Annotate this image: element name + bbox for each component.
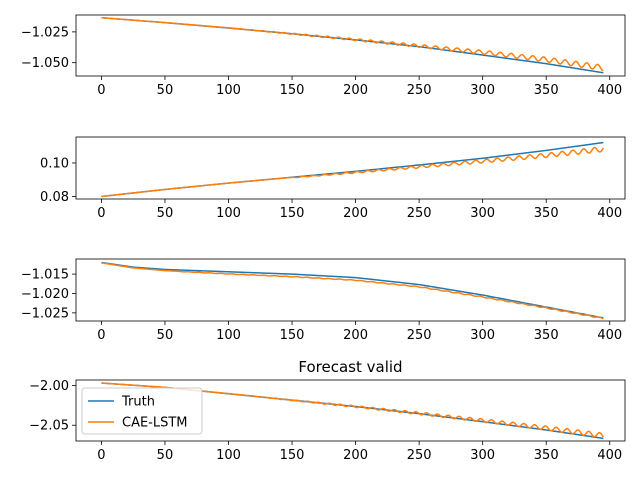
x-tick-label: 200 xyxy=(343,83,368,98)
x-tick-label: 300 xyxy=(470,83,495,98)
y-tick-label: 0.08 xyxy=(40,190,69,205)
x-tick-label: 100 xyxy=(216,83,241,98)
x-tick-label: 300 xyxy=(470,448,495,463)
x-tick-label: 100 xyxy=(216,448,241,463)
y-tick-label: −1.015 xyxy=(21,268,69,283)
series-line-truth xyxy=(101,16,604,74)
y-tick-label: −1.025 xyxy=(21,306,69,321)
x-tick-label: 150 xyxy=(280,448,305,463)
legend-label-cae-lstm: CAE-LSTM xyxy=(122,416,188,431)
panel-1: 0 50 100 150 200 250 300 350 400 −1.025 −1.050 xyxy=(21,14,626,98)
x-tick-label: 400 xyxy=(597,83,622,98)
x-tick-label: 100 xyxy=(216,328,241,343)
x-tick-label: 250 xyxy=(407,83,432,98)
y-tick-label: 0.10 xyxy=(40,156,69,171)
axes-frame xyxy=(75,379,626,442)
x-tick-label: 0 xyxy=(97,328,105,343)
y-tick-label: −1.050 xyxy=(21,56,69,71)
x-tick-label: 400 xyxy=(597,328,622,343)
x-tick-label: 0 xyxy=(97,448,105,463)
axes-frame xyxy=(75,136,626,200)
x-tick-label: 0 xyxy=(97,206,105,221)
series-line-cae-lstm xyxy=(101,262,604,320)
y-tick-label: −1.020 xyxy=(21,287,69,302)
x-tick-label: 250 xyxy=(407,448,432,463)
x-tick-label: 0 xyxy=(97,83,105,98)
series-line-cae-lstm xyxy=(101,16,604,72)
x-tick-label: 50 xyxy=(157,328,174,343)
x-tick-label: 200 xyxy=(343,328,368,343)
x-tick-label: 350 xyxy=(534,83,559,98)
x-tick-label: 200 xyxy=(343,206,368,221)
x-tick-label: 200 xyxy=(343,448,368,463)
x-tick-label: 350 xyxy=(534,328,559,343)
series-line-cae-lstm xyxy=(101,146,605,198)
legend: Truth CAE-LSTM xyxy=(81,387,203,435)
y-tick-label: −2.05 xyxy=(29,419,69,434)
x-tick-label: 50 xyxy=(157,83,174,98)
x-tick-label: 400 xyxy=(597,206,622,221)
axes-frame xyxy=(75,14,626,77)
x-tick-label: 150 xyxy=(280,206,305,221)
x-tick-label: 50 xyxy=(157,206,174,221)
series-line-truth xyxy=(101,261,604,319)
x-tick-label: 250 xyxy=(407,328,432,343)
panel-3: 0 50 100 150 200 250 300 350 400 −1.015 −1.020 −1.0… xyxy=(21,258,626,343)
x-tick-label: 100 xyxy=(216,206,241,221)
x-tick-label: 150 xyxy=(280,328,305,343)
x-tick-label: 300 xyxy=(470,206,495,221)
panel-2: 0 50 100 150 200 250 300 350 400 0.08 0.10 xyxy=(40,136,626,221)
axes-frame xyxy=(75,258,626,322)
panel-title: Forecast valid xyxy=(298,358,402,376)
y-tick-label: −1.025 xyxy=(21,25,69,40)
x-tick-label: 350 xyxy=(534,206,559,221)
panel-4: 0 50 100 150 200 250 300 350 400 −2.00 −2.05 Foreca… xyxy=(29,358,626,463)
x-tick-label: 250 xyxy=(407,206,432,221)
x-tick-label: 400 xyxy=(597,448,622,463)
y-tick-label: −2.00 xyxy=(29,379,69,394)
x-tick-label: 300 xyxy=(470,328,495,343)
x-tick-label: 150 xyxy=(280,83,305,98)
x-tick-label: 350 xyxy=(534,448,559,463)
legend-label-truth: Truth xyxy=(121,395,155,410)
x-tick-label: 50 xyxy=(157,448,174,463)
